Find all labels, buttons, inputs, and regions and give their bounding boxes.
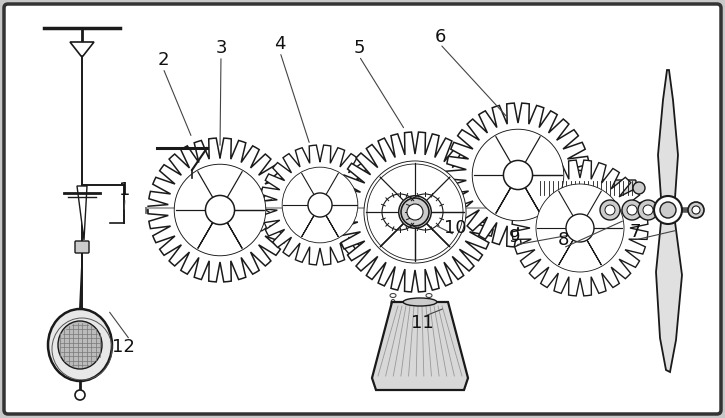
- Circle shape: [654, 196, 682, 224]
- Circle shape: [401, 198, 429, 226]
- Circle shape: [692, 206, 700, 214]
- Polygon shape: [656, 222, 682, 372]
- Circle shape: [308, 193, 332, 217]
- Circle shape: [627, 205, 637, 215]
- Polygon shape: [77, 186, 87, 240]
- Circle shape: [282, 167, 358, 243]
- Circle shape: [600, 200, 620, 220]
- Circle shape: [622, 200, 642, 220]
- Text: 8: 8: [558, 231, 568, 249]
- Ellipse shape: [48, 309, 112, 381]
- Circle shape: [638, 200, 658, 220]
- Circle shape: [633, 182, 645, 194]
- Circle shape: [407, 204, 423, 220]
- Text: 11: 11: [410, 314, 434, 332]
- Polygon shape: [658, 70, 678, 198]
- Circle shape: [566, 214, 594, 242]
- Ellipse shape: [58, 321, 102, 369]
- FancyBboxPatch shape: [75, 241, 89, 253]
- Ellipse shape: [403, 298, 436, 306]
- Circle shape: [605, 205, 615, 215]
- Text: 7: 7: [629, 223, 641, 241]
- Circle shape: [536, 184, 624, 272]
- Polygon shape: [512, 160, 648, 296]
- Polygon shape: [446, 103, 590, 247]
- FancyBboxPatch shape: [536, 180, 636, 196]
- Circle shape: [364, 161, 466, 263]
- Circle shape: [660, 202, 676, 218]
- Text: 4: 4: [274, 35, 286, 53]
- Circle shape: [643, 205, 653, 215]
- Circle shape: [75, 390, 85, 400]
- Text: 6: 6: [434, 28, 446, 46]
- Text: 10: 10: [444, 219, 466, 237]
- Text: 5: 5: [353, 39, 365, 57]
- Text: 9: 9: [509, 228, 521, 246]
- Text: 3: 3: [215, 39, 227, 57]
- Polygon shape: [260, 145, 380, 265]
- Polygon shape: [226, 186, 273, 234]
- Polygon shape: [372, 302, 468, 390]
- Circle shape: [399, 196, 431, 228]
- Text: 12: 12: [112, 338, 134, 356]
- Polygon shape: [70, 42, 94, 56]
- Polygon shape: [322, 185, 362, 225]
- Circle shape: [503, 161, 533, 189]
- Polygon shape: [148, 138, 292, 282]
- Polygon shape: [335, 132, 495, 292]
- Text: 1: 1: [120, 181, 130, 199]
- FancyBboxPatch shape: [4, 4, 721, 414]
- Circle shape: [205, 196, 235, 224]
- Circle shape: [688, 202, 704, 218]
- Circle shape: [174, 164, 266, 256]
- Text: 2: 2: [157, 51, 169, 69]
- Circle shape: [472, 129, 564, 221]
